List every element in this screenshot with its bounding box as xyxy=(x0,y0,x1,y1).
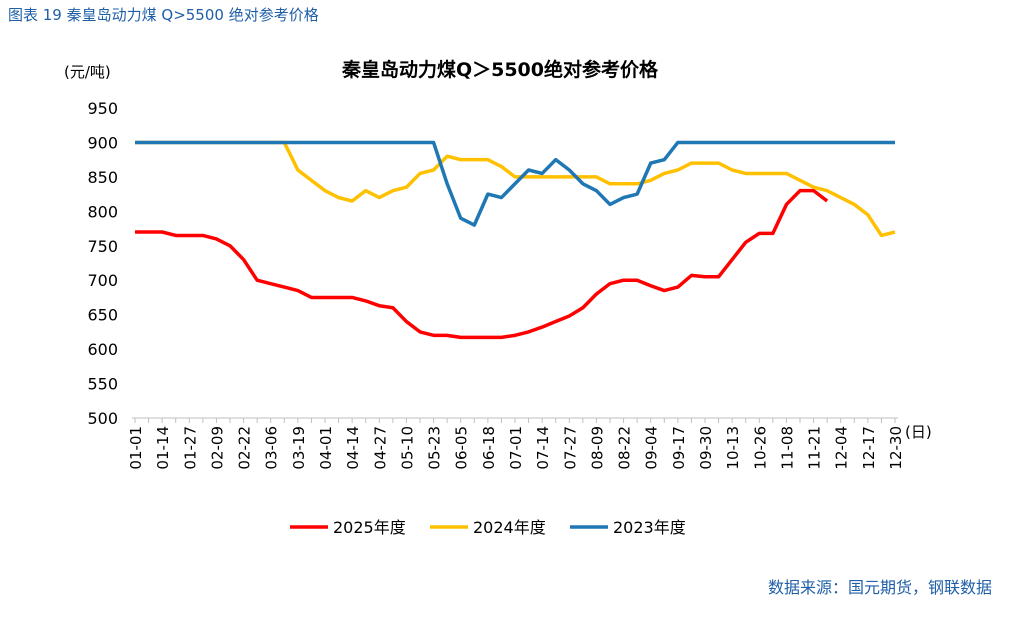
series-line xyxy=(135,140,895,227)
series-line xyxy=(135,188,829,340)
x-tick-label: 11-08 xyxy=(778,426,796,470)
x-tick-label: 09-17 xyxy=(670,426,688,470)
x-tick-label: 04-14 xyxy=(344,426,362,470)
x-tick-label: 02-22 xyxy=(236,426,254,470)
x-tick-label: 04-27 xyxy=(371,426,389,470)
y-tick-label: 650 xyxy=(87,306,118,325)
x-tick-label: 05-23 xyxy=(426,426,444,470)
x-tick-label: 10-13 xyxy=(724,426,742,470)
y-tick-label: 900 xyxy=(87,133,118,152)
series-line xyxy=(135,140,896,238)
x-tick-label: 07-14 xyxy=(534,426,552,470)
x-tick-label: 02-09 xyxy=(208,426,226,470)
x-tick-label: 04-01 xyxy=(317,426,335,470)
x-tick-label: 12-17 xyxy=(860,426,878,470)
x-tick-label: 06-05 xyxy=(453,426,471,470)
legend-label: 2023年度 xyxy=(613,518,686,537)
chart-title: 秦皇岛动力煤Q＞5500绝对参考价格 xyxy=(341,58,659,81)
legend-label: 2024年度 xyxy=(473,518,546,537)
x-tick-label: 12-04 xyxy=(833,426,851,470)
x-tick-label: 01-14 xyxy=(154,426,172,470)
x-tick-label: 08-09 xyxy=(588,426,606,470)
x-axis-label: (日) xyxy=(905,423,932,441)
x-tick-label: 11-21 xyxy=(806,426,824,470)
source: 数据来源：国元期货，钢联数据 xyxy=(768,578,992,597)
x-tick-label: 06-18 xyxy=(480,426,498,470)
y-tick-label: 600 xyxy=(87,340,118,359)
x-tick-label: 01-01 xyxy=(127,426,145,470)
x-tick-label: 09-04 xyxy=(643,426,661,470)
x-tick-label: 07-27 xyxy=(561,426,579,470)
legend-label: 2025年度 xyxy=(333,518,406,537)
y-tick-label: 500 xyxy=(87,409,118,428)
x-tick-label: 03-19 xyxy=(290,426,308,470)
figure-caption: 图表 19 秦皇岛动力煤 Q>5500 绝对参考价格 xyxy=(8,6,319,24)
x-tick-label: 10-26 xyxy=(751,426,769,470)
x-tick-label: 03-06 xyxy=(263,426,281,470)
y-tick-label: 550 xyxy=(87,375,118,394)
y-tick-label: 800 xyxy=(87,202,118,221)
y-tick-label: 700 xyxy=(87,271,118,290)
y-tick-label: 750 xyxy=(87,237,118,256)
y-axis-label: (元/吨) xyxy=(64,63,111,81)
x-tick-label: 01-27 xyxy=(181,426,199,470)
y-tick-label: 850 xyxy=(87,168,118,187)
y-tick-label: 950 xyxy=(87,99,118,118)
x-tick-label: 12-30 xyxy=(887,426,905,470)
x-tick-label: 09-30 xyxy=(697,426,715,470)
x-tick-label: 07-01 xyxy=(507,426,525,470)
x-tick-label: 08-22 xyxy=(616,426,634,470)
x-tick-label: 05-10 xyxy=(398,426,416,470)
